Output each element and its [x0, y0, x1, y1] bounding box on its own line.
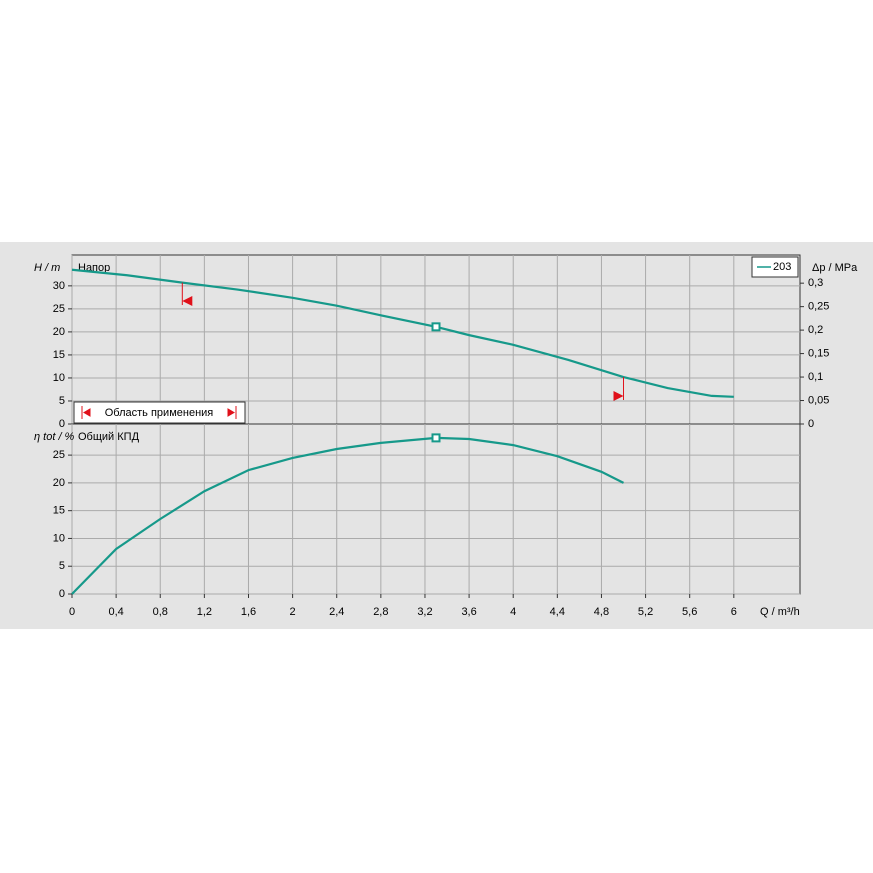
y2-tick-label: 0,3	[808, 277, 823, 289]
y-tick-label: 10	[53, 372, 65, 384]
x-tick-label: 4,4	[550, 606, 565, 618]
x-tick-label: 1,2	[197, 606, 212, 618]
y-tick-label: 20	[53, 326, 65, 338]
x-tick-label: 2	[290, 606, 296, 618]
x-tick-label: 1,6	[241, 606, 256, 618]
y2-axis-label: Δp / MPa	[812, 262, 858, 274]
y-axis-label: η tot / %	[34, 431, 75, 443]
range-label: Область применения	[105, 407, 214, 419]
x-tick-label: 4	[510, 606, 516, 618]
range-box	[73, 401, 246, 424]
y-axis-label: H / m	[34, 262, 60, 274]
y-tick-label: 0	[59, 418, 65, 430]
x-tick-label: 5,2	[638, 606, 653, 618]
x-tick-label: 2,8	[373, 606, 388, 618]
y2-tick-label: 0,05	[808, 394, 829, 406]
y2-tick-label: 0,25	[808, 301, 829, 313]
x-tick-label: 0,8	[153, 606, 168, 618]
y-tick-label: 25	[53, 449, 65, 461]
duty-point	[431, 433, 441, 443]
y-tick-label: 5	[59, 395, 65, 407]
y-tick-label: 15	[53, 349, 65, 361]
range-bracket	[81, 406, 237, 419]
x-tick-label: 4,8	[594, 606, 609, 618]
y-tick-label: 0	[59, 588, 65, 600]
y-tick-label: 5	[59, 560, 65, 572]
y-tick-label: 15	[53, 505, 65, 517]
annotation: Общий КПД	[78, 431, 140, 443]
legend-label: 203	[773, 261, 791, 273]
x-tick-label: 5,6	[682, 606, 697, 618]
x-axis-label: Q / m³/h	[760, 606, 800, 618]
curve	[71, 436, 625, 595]
x-tick-label: 3,6	[461, 606, 476, 618]
y-tick-label: 20	[53, 477, 65, 489]
y2-tick-label: 0,2	[808, 324, 823, 336]
y2-tick-label: 0	[808, 418, 814, 430]
y-tick-label: 10	[53, 532, 65, 544]
plot-area	[71, 254, 801, 425]
range-arrow	[182, 296, 193, 306]
x-tick-label: 0,4	[108, 606, 123, 618]
plot-area	[71, 423, 801, 595]
legend-box	[751, 256, 799, 278]
range-arrow	[613, 391, 624, 401]
x-tick-label: 6	[731, 606, 737, 618]
x-tick-label: 3,2	[417, 606, 432, 618]
x-tick-label: 0	[69, 606, 75, 618]
duty-point	[431, 322, 441, 332]
y2-tick-label: 0,15	[808, 347, 829, 359]
y2-tick-label: 0,1	[808, 371, 823, 383]
y-tick-label: 30	[53, 280, 65, 292]
x-tick-label: 2,4	[329, 606, 344, 618]
y-tick-label: 25	[53, 303, 65, 315]
